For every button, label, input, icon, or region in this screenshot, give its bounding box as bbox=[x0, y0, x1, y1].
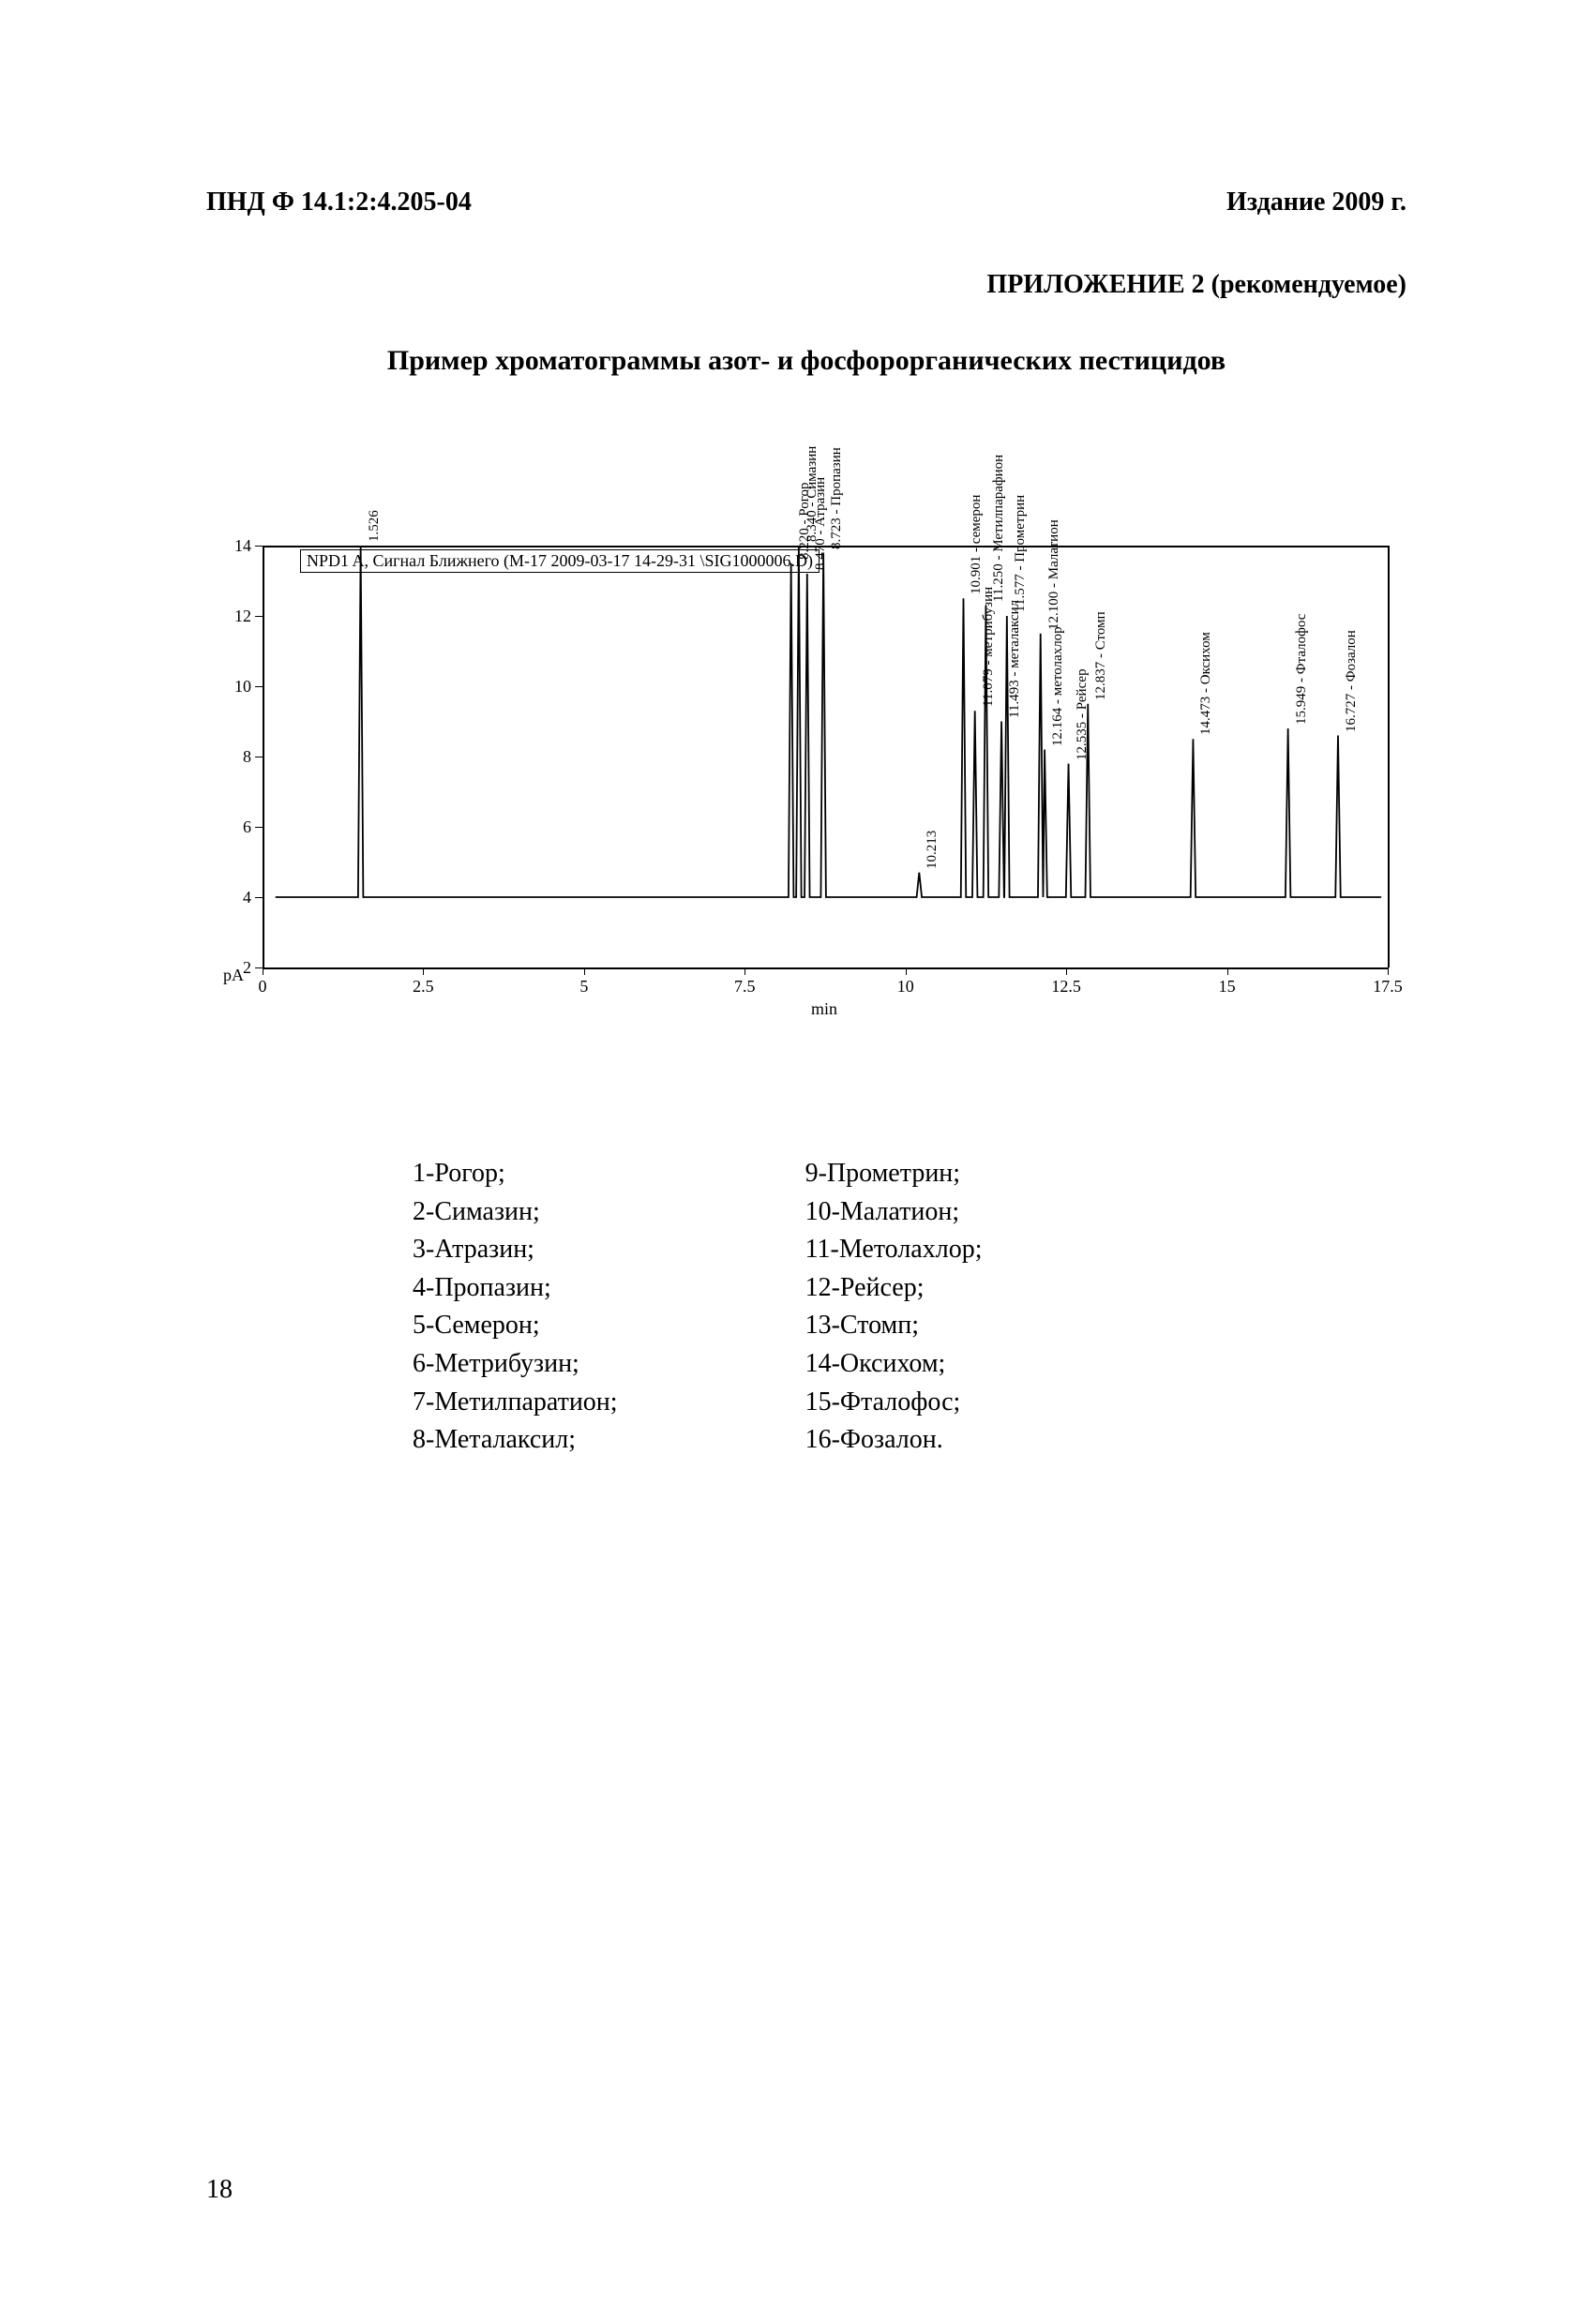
page-title: Пример хроматограммы азот- и фосфорорган… bbox=[206, 345, 1406, 377]
peak-label: 12.164 - метолахлор bbox=[1050, 626, 1066, 746]
peak-label: 8.470 - Атразин bbox=[813, 477, 829, 570]
legend-item: 6-Метрибузин; bbox=[413, 1345, 618, 1384]
legend-item: 2-Симазин; bbox=[413, 1193, 618, 1232]
peak-label: 12.535 - Рейсер bbox=[1075, 668, 1090, 760]
legend-item: 9-Прометрин; bbox=[805, 1155, 983, 1193]
peak-label: 8.723 - Пропазин bbox=[829, 447, 845, 549]
peak-label: 11.493 - металаксил bbox=[1007, 599, 1023, 717]
legend-item: 4-Пропазин; bbox=[413, 1269, 618, 1308]
peak-label: 10.213 bbox=[925, 831, 940, 869]
legend-item: 16-Фозалон. bbox=[805, 1421, 983, 1460]
legend-item: 3-Атразин; bbox=[413, 1231, 618, 1269]
legend-columns: 1-Рогор;2-Симазин;3-Атразин;4-Пропазин;5… bbox=[413, 1155, 1406, 1460]
peak-label: 16.727 - Фозалон bbox=[1344, 630, 1360, 732]
legend-item: 10-Малатион; bbox=[805, 1193, 983, 1232]
peak-label: 10.901 - семерон bbox=[969, 495, 985, 594]
legend-item: 13-Стомп; bbox=[805, 1307, 983, 1345]
header-row: ПНД Ф 14.1:2:4.205-04 Издание 2009 г. bbox=[206, 187, 1406, 217]
edition: Издание 2009 г. bbox=[1226, 187, 1406, 217]
peak-label: 11.079 - метрибузин bbox=[981, 587, 997, 707]
doc-code: ПНД Ф 14.1:2:4.205-04 bbox=[206, 187, 472, 217]
peak-label: 12.837 - Стомп bbox=[1093, 611, 1109, 700]
peak-label: 11.577 - Прометрин bbox=[1013, 495, 1029, 612]
peak-label: 15.949 - Фталофос bbox=[1294, 614, 1310, 725]
peak-label: 11.250 - Метилпарафион bbox=[991, 455, 1007, 602]
legend-item: 5-Семерон; bbox=[413, 1307, 618, 1345]
legend-item: 8-Металаксил; bbox=[413, 1421, 618, 1460]
page-content: ПНД Ф 14.1:2:4.205-04 Издание 2009 г. ПР… bbox=[206, 187, 1406, 1460]
legend-item: 11-Метолахлор; bbox=[805, 1231, 983, 1269]
legend-item: 12-Рейсер; bbox=[805, 1269, 983, 1308]
legend-item: 7-Метилпаратион; bbox=[413, 1384, 618, 1422]
peak-label: 1.526 bbox=[367, 510, 383, 542]
legend-item: 14-Оксихом; bbox=[805, 1345, 983, 1384]
legend-item: 1-Рогор; bbox=[413, 1155, 618, 1193]
legend-right-column: 9-Прометрин;10-Малатион;11-Метолахлор;12… bbox=[805, 1155, 983, 1460]
chromatogram-trace bbox=[206, 536, 1406, 1024]
page-number: 18 bbox=[206, 2175, 233, 2205]
appendix-label: ПРИЛОЖЕНИЕ 2 (рекомендуемое) bbox=[206, 270, 1406, 300]
legend-item: 15-Фталофос; bbox=[805, 1384, 983, 1422]
peak-label: 14.473 - Оксихом bbox=[1198, 632, 1214, 735]
chromatogram-chart: 246810121402.557.51012.51517.5pAminNPD1 … bbox=[206, 536, 1406, 1024]
legend-left-column: 1-Рогор;2-Симазин;3-Атразин;4-Пропазин;5… bbox=[413, 1155, 618, 1460]
peak-label: 12.100 - Малатион bbox=[1046, 519, 1062, 630]
